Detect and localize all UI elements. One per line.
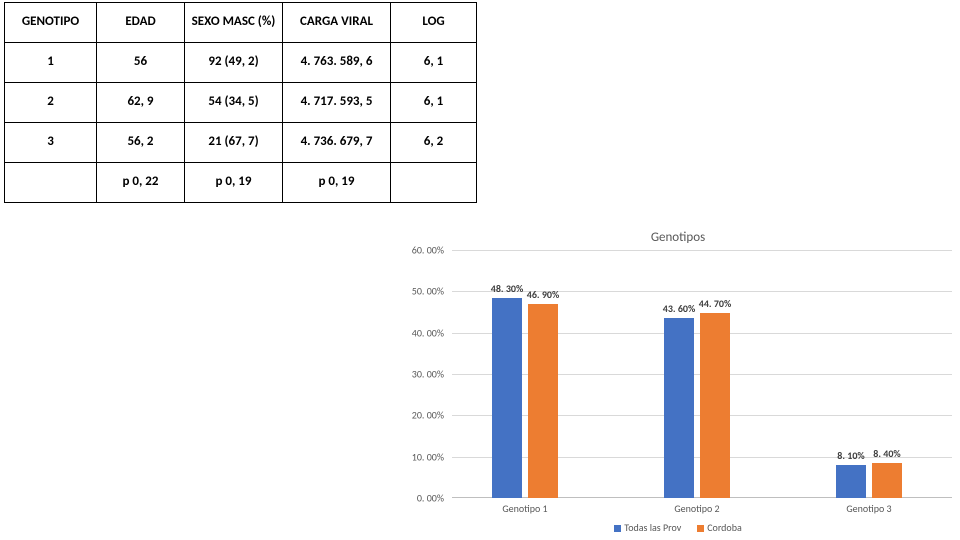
legend-item: Todas las Prov xyxy=(614,521,681,534)
x-tick-label: Genotipo 3 xyxy=(824,502,914,515)
bar-value-label: 46. 90% xyxy=(518,288,568,301)
table-row: 2 62, 9 54 (34, 5) 4. 717. 593, 5 6, 1 xyxy=(5,83,477,123)
bar xyxy=(528,304,558,498)
table-row: 1 56 92 (49, 2) 4. 763. 589, 6 6, 1 xyxy=(5,43,477,83)
cell xyxy=(391,163,477,203)
cell: 4. 736. 679, 7 xyxy=(283,123,391,163)
y-tick-label: 30. 00% xyxy=(398,368,444,381)
cell: 56 xyxy=(97,43,185,83)
table-header-row: GENOTIPO EDAD SEXO MASC (%) CARGA VIRAL … xyxy=(5,3,477,43)
th-genotipo: GENOTIPO xyxy=(5,3,97,43)
y-tick-label: 60. 00% xyxy=(398,244,444,257)
x-tick-label: Genotipo 1 xyxy=(480,502,570,515)
th-edad: EDAD xyxy=(97,3,185,43)
legend-item: Cordoba xyxy=(697,521,742,534)
genotype-table: GENOTIPO EDAD SEXO MASC (%) CARGA VIRAL … xyxy=(4,2,477,203)
y-tick-label: 50. 00% xyxy=(398,285,444,298)
cell xyxy=(5,163,97,203)
genotypes-bar-chart: Genotipos 0. 00%10. 00%20. 00%30. 00%40.… xyxy=(400,230,956,536)
y-tick-label: 40. 00% xyxy=(398,326,444,339)
bar xyxy=(836,465,866,498)
cell: 4. 717. 593, 5 xyxy=(283,83,391,123)
table-row: p 0, 22 p 0, 19 p 0, 19 xyxy=(5,163,477,203)
chart-title: Genotipos xyxy=(400,230,956,245)
cell: 6, 1 xyxy=(391,83,477,123)
cell: 2 xyxy=(5,83,97,123)
legend-label: Todas las Prov xyxy=(624,521,681,534)
th-sexo: SEXO MASC (%) xyxy=(185,3,283,43)
cell: 54 (34, 5) xyxy=(185,83,283,123)
cell: 21 (67, 7) xyxy=(185,123,283,163)
cell: 4. 763. 589, 6 xyxy=(283,43,391,83)
legend-label: Cordoba xyxy=(707,521,742,534)
chart-plot-area: 0. 00%10. 00%20. 00%30. 00%40. 00%50. 00… xyxy=(452,250,952,498)
cell: p 0, 22 xyxy=(97,163,185,203)
cell: 3 xyxy=(5,123,97,163)
cell: p 0, 19 xyxy=(283,163,391,203)
chart-legend: Todas las Prov Cordoba xyxy=(400,521,956,534)
y-tick-label: 10. 00% xyxy=(398,450,444,463)
x-tick-label: Genotipo 2 xyxy=(652,502,742,515)
y-tick-label: 0. 00% xyxy=(398,492,444,505)
cell: 56, 2 xyxy=(97,123,185,163)
bar xyxy=(492,298,522,498)
y-tick-label: 20. 00% xyxy=(398,409,444,422)
cell: 92 (49, 2) xyxy=(185,43,283,83)
table-body: 1 56 92 (49, 2) 4. 763. 589, 6 6, 1 2 62… xyxy=(5,43,477,203)
legend-swatch xyxy=(697,525,704,532)
th-carga: CARGA VIRAL xyxy=(283,3,391,43)
cell: 6, 2 xyxy=(391,123,477,163)
bar xyxy=(700,313,730,498)
cell: 6, 1 xyxy=(391,43,477,83)
table-row: 3 56, 2 21 (67, 7) 4. 736. 679, 7 6, 2 xyxy=(5,123,477,163)
bar xyxy=(664,318,694,498)
bar-value-label: 8. 40% xyxy=(862,447,912,460)
cell: p 0, 19 xyxy=(185,163,283,203)
gridline xyxy=(452,250,952,251)
th-log: LOG xyxy=(391,3,477,43)
bar-value-label: 44. 70% xyxy=(690,297,740,310)
cell: 1 xyxy=(5,43,97,83)
bar xyxy=(872,463,902,498)
cell: 62, 9 xyxy=(97,83,185,123)
legend-swatch xyxy=(614,525,621,532)
